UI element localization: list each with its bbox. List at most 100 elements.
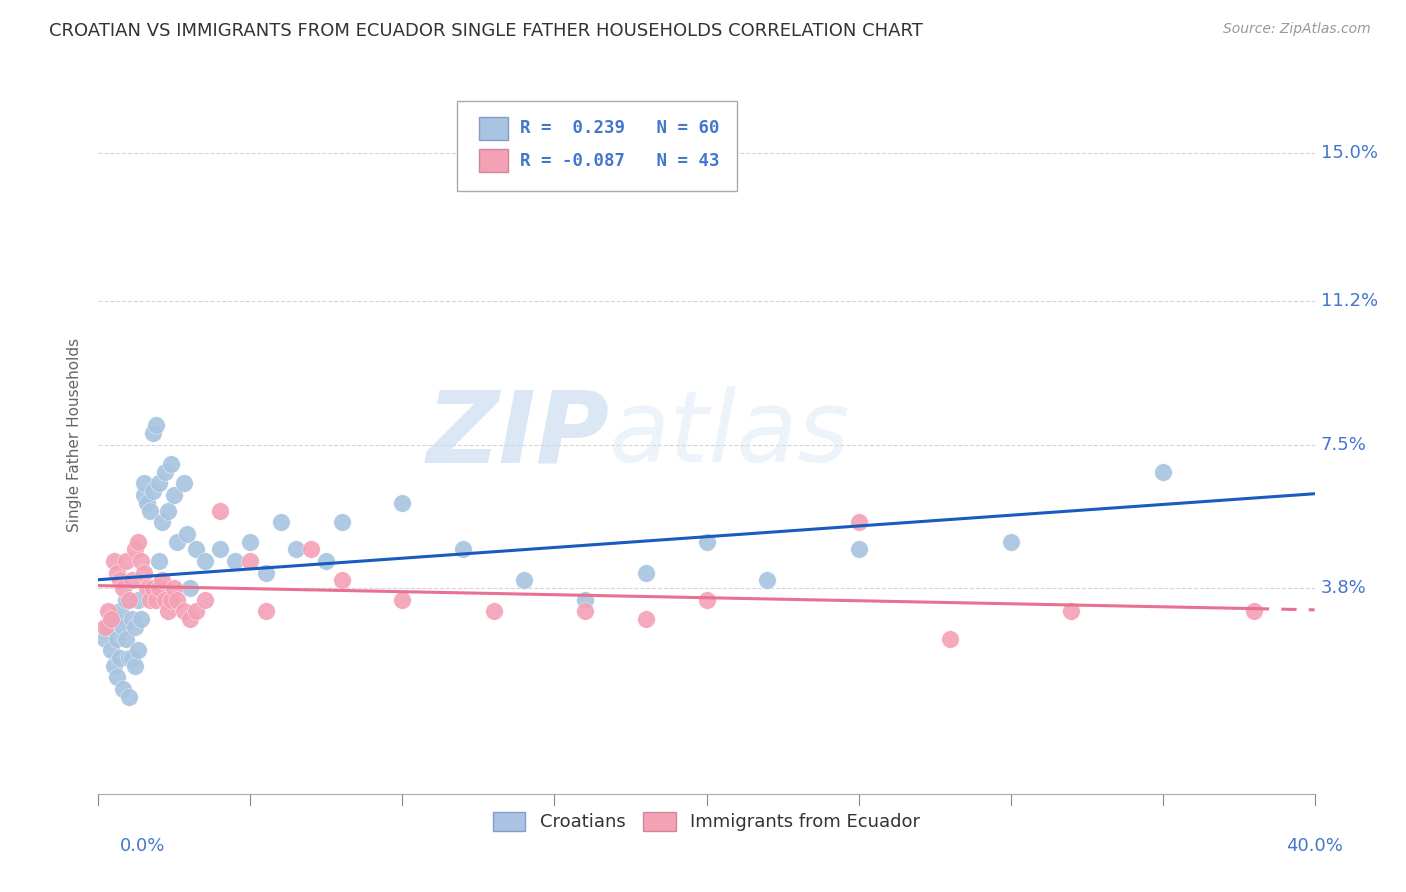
Point	[330, 574, 353, 588]
Point	[136, 496, 159, 510]
Point	[124, 658, 146, 673]
Point	[209, 542, 232, 557]
Point	[145, 592, 167, 607]
Point	[239, 554, 262, 568]
Point	[132, 488, 155, 502]
Point	[194, 554, 217, 568]
Point	[118, 592, 141, 607]
Point	[108, 574, 131, 588]
Point	[142, 581, 165, 595]
Point	[96, 620, 118, 634]
Point	[391, 496, 413, 510]
Point	[114, 632, 136, 646]
Point	[194, 592, 217, 607]
Point	[139, 503, 162, 517]
Point	[179, 612, 201, 626]
Text: R = -0.087   N = 43: R = -0.087 N = 43	[520, 152, 720, 169]
Point	[453, 542, 475, 557]
Point	[166, 534, 188, 549]
Point	[1000, 534, 1022, 549]
Text: 40.0%: 40.0%	[1286, 837, 1343, 855]
Text: 15.0%: 15.0%	[1320, 145, 1378, 162]
Point	[118, 690, 141, 704]
Point	[132, 476, 155, 491]
Point	[96, 604, 118, 618]
Point	[848, 542, 870, 557]
FancyBboxPatch shape	[479, 149, 508, 172]
Point	[111, 620, 134, 634]
Point	[127, 592, 149, 607]
Text: 3.8%: 3.8%	[1320, 579, 1367, 597]
Point	[391, 592, 413, 607]
Point	[696, 592, 718, 607]
Point	[105, 566, 128, 580]
Point	[93, 632, 115, 646]
Point	[114, 592, 136, 607]
Point	[482, 604, 505, 618]
Text: atlas: atlas	[609, 386, 851, 483]
Point	[184, 604, 207, 618]
Point	[160, 457, 183, 471]
Point	[111, 581, 134, 595]
Point	[121, 651, 143, 665]
Point	[574, 592, 596, 607]
Point	[142, 484, 165, 499]
Text: 7.5%: 7.5%	[1320, 435, 1367, 453]
Point	[176, 526, 198, 541]
Point	[124, 542, 146, 557]
Point	[155, 592, 177, 607]
Point	[163, 581, 186, 595]
Point	[150, 574, 173, 588]
FancyBboxPatch shape	[457, 101, 737, 191]
Point	[209, 503, 232, 517]
Point	[108, 604, 131, 618]
Point	[634, 612, 657, 626]
Point	[124, 620, 146, 634]
Point	[121, 574, 143, 588]
Point	[148, 476, 170, 491]
Point	[179, 581, 201, 595]
Point	[330, 515, 353, 529]
Point	[1152, 465, 1174, 479]
Legend: Croatians, Immigrants from Ecuador: Croatians, Immigrants from Ecuador	[485, 805, 928, 838]
Point	[114, 554, 136, 568]
Point	[315, 554, 337, 568]
Point	[105, 632, 128, 646]
Point	[150, 515, 173, 529]
Point	[157, 503, 180, 517]
Point	[129, 612, 152, 626]
Point	[129, 554, 152, 568]
Point	[108, 651, 131, 665]
Point	[270, 515, 292, 529]
Text: CROATIAN VS IMMIGRANTS FROM ECUADOR SINGLE FATHER HOUSEHOLDS CORRELATION CHART: CROATIAN VS IMMIGRANTS FROM ECUADOR SING…	[49, 22, 924, 40]
Point	[93, 620, 115, 634]
Point	[145, 418, 167, 433]
Point	[756, 574, 779, 588]
Point	[127, 643, 149, 657]
Point	[103, 612, 125, 626]
Point	[166, 592, 188, 607]
Point	[100, 612, 122, 626]
Point	[139, 592, 162, 607]
Point	[163, 488, 186, 502]
Point	[1243, 604, 1265, 618]
Point	[127, 534, 149, 549]
Text: R =  0.239   N = 60: R = 0.239 N = 60	[520, 120, 720, 137]
Y-axis label: Single Father Households: Single Father Households	[67, 338, 83, 532]
Point	[254, 566, 277, 580]
Point	[173, 476, 195, 491]
Point	[939, 632, 962, 646]
Point	[103, 658, 125, 673]
Point	[105, 670, 128, 684]
Point	[513, 574, 536, 588]
FancyBboxPatch shape	[479, 117, 508, 140]
Point	[132, 566, 155, 580]
Point	[148, 581, 170, 595]
Text: 11.2%: 11.2%	[1320, 292, 1378, 310]
Point	[160, 592, 183, 607]
Point	[224, 554, 246, 568]
Point	[285, 542, 308, 557]
Point	[634, 566, 657, 580]
Point	[254, 604, 277, 618]
Point	[848, 515, 870, 529]
